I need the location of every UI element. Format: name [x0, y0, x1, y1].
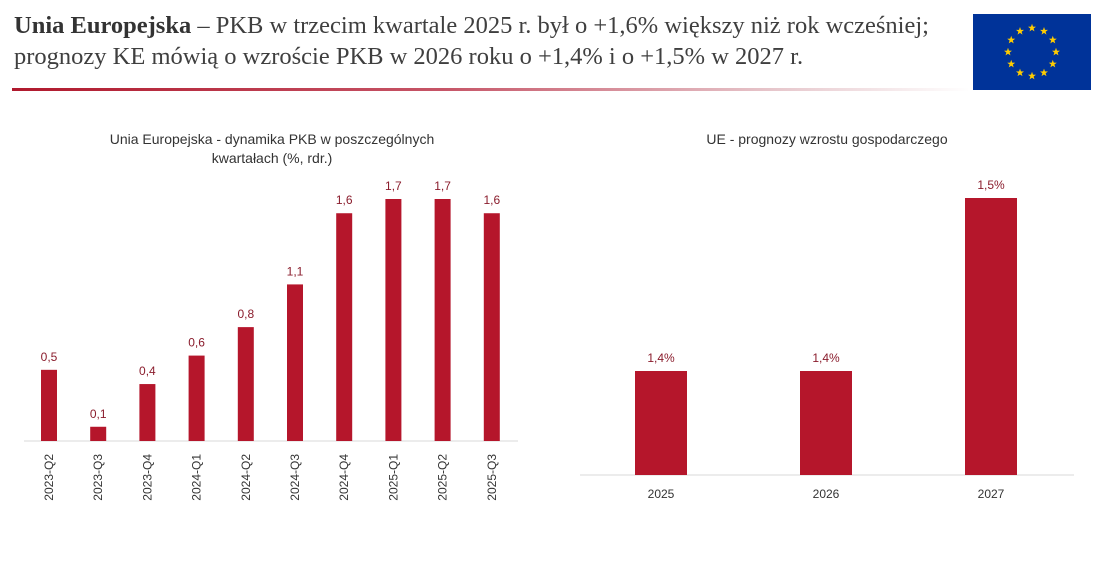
- bar-2023-Q3: [90, 426, 107, 441]
- data-label: 1,6: [336, 193, 353, 207]
- bar-2025: [635, 371, 687, 475]
- flag-star: [1028, 71, 1036, 80]
- x-tick-label: 2024-Q2: [239, 454, 253, 501]
- bar-2024-Q2: [237, 327, 254, 441]
- flag-star: [1048, 35, 1057, 44]
- data-label: 0,5: [41, 350, 58, 364]
- x-tick-label: 2024-Q3: [288, 454, 302, 501]
- x-tick-label: 2027: [978, 487, 1005, 501]
- x-tick-label: 2023-Q2: [42, 454, 56, 501]
- flag-star: [1028, 23, 1036, 32]
- flag-star: [1040, 27, 1048, 35]
- eu-flag-icon: [973, 14, 1091, 90]
- page-title-bold: Unia Europejska: [14, 12, 192, 39]
- bar-2024-Q1: [188, 355, 205, 441]
- x-tick-label: 2025-Q1: [386, 454, 400, 501]
- x-tick-label: 2023-Q4: [140, 454, 154, 501]
- header-divider: [12, 88, 970, 91]
- data-label: 1,7: [385, 179, 402, 193]
- data-label: 1,5%: [977, 178, 1005, 192]
- flag-star: [1016, 27, 1024, 35]
- page-title-rest: – PKB w trzecim kwartale 2025 r. był o +…: [14, 12, 929, 70]
- page-title: Unia Europejska – PKB w trzecim kwartale…: [14, 10, 964, 72]
- data-label: 0,4: [139, 364, 156, 378]
- bar-2027: [965, 198, 1017, 475]
- bar-2024-Q3: [287, 284, 303, 441]
- flag-star: [1040, 68, 1048, 77]
- flag-star: [1052, 47, 1060, 56]
- bar-2025-Q1: [385, 199, 402, 441]
- bar-2024-Q4: [336, 213, 353, 441]
- x-tick-label: 2024-Q4: [337, 454, 351, 501]
- flag-star: [1016, 68, 1024, 77]
- chart-title: UE - prognozy wzrostu gospodarczego: [706, 131, 947, 147]
- x-tick-label: 2025-Q2: [436, 454, 450, 501]
- x-tick-label: 2024-Q1: [190, 454, 204, 501]
- data-label: 0,6: [188, 336, 205, 350]
- data-label: 1,6: [483, 193, 500, 207]
- x-tick-label: 2025-Q3: [485, 454, 499, 501]
- flag-star: [1004, 47, 1012, 56]
- bar-2023-Q4: [139, 384, 156, 441]
- bar-2025-Q2: [434, 199, 451, 441]
- x-tick-label: 2025: [648, 487, 675, 501]
- data-label: 0,8: [237, 307, 254, 321]
- chart-title: Unia Europejska - dynamika PKB w poszcze…: [110, 131, 435, 166]
- x-tick-label: 2026: [813, 487, 840, 501]
- flag-star: [1048, 59, 1057, 68]
- bar-2023-Q2: [41, 369, 57, 441]
- flag-star: [1007, 59, 1016, 68]
- data-label: 0,1: [90, 407, 107, 421]
- data-label: 1,1: [287, 264, 304, 278]
- data-label: 1,7: [434, 179, 451, 193]
- bar-2025-Q3: [483, 213, 500, 441]
- data-label: 1,4%: [812, 351, 840, 365]
- flag-star: [1007, 35, 1016, 44]
- bar-2026: [800, 371, 852, 475]
- data-label: 1,4%: [647, 351, 675, 365]
- x-tick-label: 2023-Q3: [91, 454, 105, 501]
